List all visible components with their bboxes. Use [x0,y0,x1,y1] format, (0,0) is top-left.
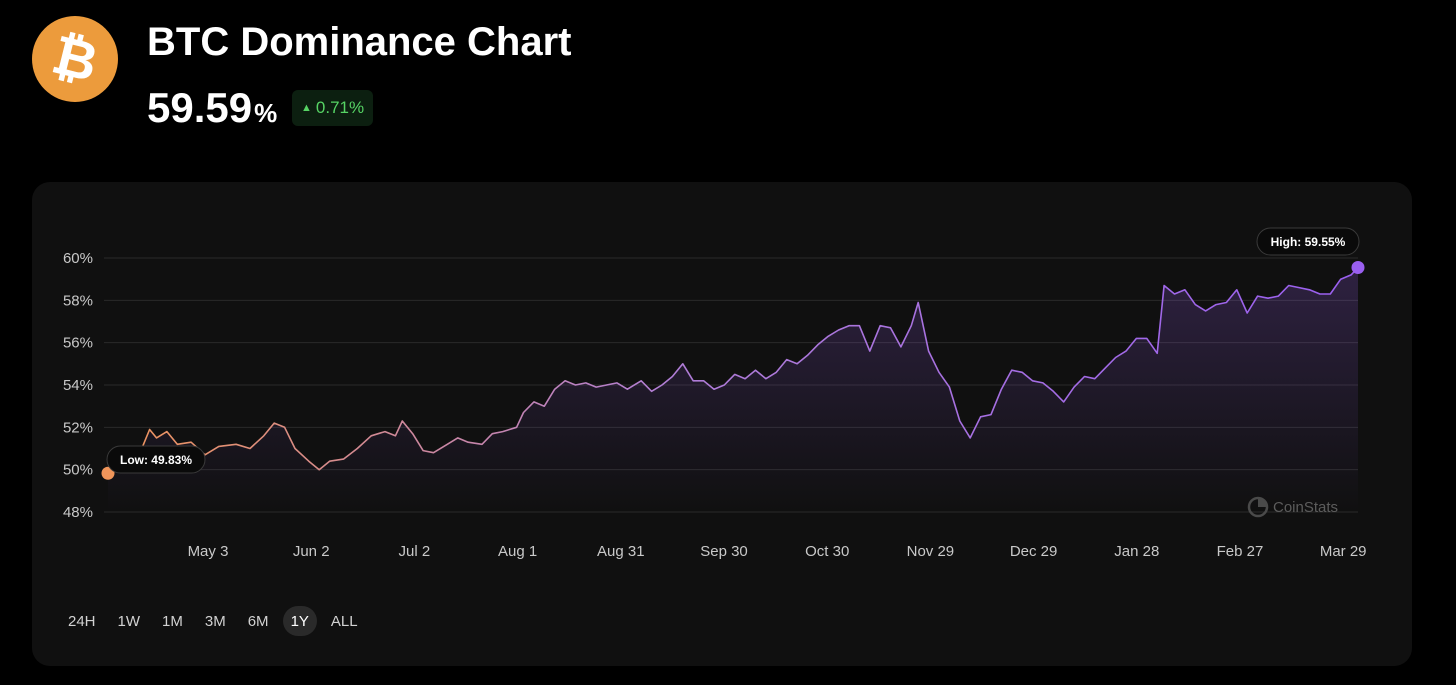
range-button-24h[interactable]: 24H [68,612,96,630]
change-badge: ▲ 0.71% [292,90,374,126]
y-tick-label: 56% [63,335,93,352]
y-tick-label: 50% [63,462,93,479]
watermark: CoinStats [1247,496,1338,518]
y-tick-label: 54% [63,377,93,394]
x-tick-label: Feb 27 [1217,543,1264,560]
y-tick-label: 52% [63,419,93,436]
x-tick-label: May 3 [188,543,229,560]
high-tooltip [1256,227,1360,256]
x-tick-label: Jul 2 [399,543,431,560]
dominance-line [107,266,1359,474]
low-marker [101,466,115,480]
x-tick-label: Jun 2 [293,543,330,560]
x-tick-label: Dec 29 [1010,543,1058,560]
dominance-number: 59.59 [147,84,253,131]
y-tick-label: 58% [63,292,93,309]
x-tick-label: Jan 28 [1114,543,1159,560]
range-button-1w[interactable]: 1W [117,612,141,630]
low-tooltip [106,445,206,474]
x-tick-label: Nov 29 [907,543,955,560]
range-button-6m[interactable]: 6M [247,612,269,630]
x-tick-label: Sep 30 [700,543,748,560]
change-value: 0.71% [315,98,365,117]
range-button-1y[interactable]: 1Y [282,606,317,636]
y-tick-label: 48% [63,504,93,521]
bitcoin-logo: ₿ [32,16,118,102]
coinstats-icon-slice [1258,498,1267,507]
x-tick-label: Mar 29 [1320,543,1367,560]
low-tooltip-label: Low: 49.83% [120,453,192,467]
range-selector: 24H 1W 1M 3M 6M 1Y ALL [60,606,366,636]
high-marker [1351,261,1365,275]
x-tick-label: Oct 30 [805,543,849,560]
dominance-value: 59.59 % [147,84,277,132]
area-fill [108,267,1358,512]
range-button-3m[interactable]: 3M [204,612,226,630]
high-tooltip-label: High: 59.55% [1271,235,1346,249]
y-tick-label: 60% [63,250,93,267]
page-title: BTC Dominance Chart [147,20,572,64]
x-tick-label: Aug 1 [498,543,537,560]
range-button-1m[interactable]: 1M [162,612,183,630]
range-button-all[interactable]: ALL [330,612,358,630]
watermark-text: CoinStats [1273,499,1338,516]
dominance-unit: % [254,98,278,128]
up-arrow-icon: ▲ [301,102,312,114]
x-tick-label: Aug 31 [597,543,645,560]
